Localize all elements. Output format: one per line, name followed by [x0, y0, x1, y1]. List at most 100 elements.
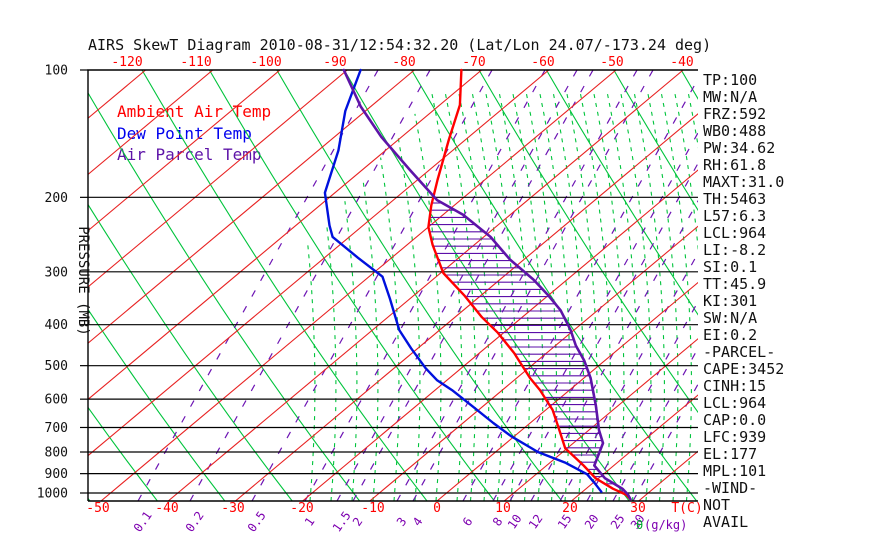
stat-row: RH:61.8: [703, 156, 767, 174]
chart-title: AIRS SkewT Diagram 2010-08-31/12:54:32.2…: [88, 36, 712, 54]
moist-adiabat-line: [687, 91, 698, 149]
stat-row: CINH:15: [703, 377, 767, 395]
isotherm-line: [302, 169, 698, 501]
mixing-ratio-label: 2: [350, 515, 366, 529]
legend-dew-point-temp: Dew Point Temp: [117, 123, 252, 143]
isotherm-line: [88, 70, 550, 457]
bottom-temp-label: -50: [86, 501, 109, 516]
moist-adiabat-line: [552, 91, 584, 501]
top-temp-label: -120: [111, 55, 142, 70]
mixing-ratio-line: [189, 70, 431, 501]
pressure-tick-label: 500: [45, 359, 68, 374]
mixing-ratio-line: [509, 162, 698, 501]
stat-row: KI:301: [703, 292, 758, 310]
mixing-ratio-label: 25: [608, 512, 628, 532]
mixing-ratio-label: 20: [582, 512, 602, 532]
dry-adiabat-line: [545, 70, 698, 316]
cape-hatch-region: [429, 202, 624, 492]
top-temp-label: -80: [392, 55, 415, 70]
dry-adiabat-line: [141, 70, 428, 501]
moist-adiabat-line: [633, 91, 665, 501]
moist-adiabat-line: [674, 91, 698, 253]
isotherm-line: [571, 394, 698, 501]
top-temp-label: -60: [531, 55, 554, 70]
stat-row: LI:-8.2: [703, 241, 767, 259]
top-temp-label: -70: [462, 55, 485, 70]
dry-adiabat-line: [613, 70, 698, 212]
stat-row: LCL:964: [703, 224, 767, 242]
moist-adiabat-line: [756, 92, 786, 501]
stat-row: EI:0.2: [703, 326, 758, 344]
bottom-temp-label: 10: [495, 501, 511, 516]
parcel-temp-curve: [342, 68, 632, 501]
dry-adiabat-line: [478, 70, 698, 414]
top-temp-label: -90: [323, 55, 346, 70]
mixing-ratio-unit-label: (g/kg): [644, 518, 687, 532]
moist-adiabat-line: [715, 92, 745, 501]
isotherm-line: [503, 338, 698, 501]
dry-adiabat-line: [680, 70, 698, 100]
stat-row: -WIND-: [703, 479, 758, 497]
moist-adiabat-line: [742, 92, 772, 501]
stat-row: MAXT:31.0: [703, 173, 785, 191]
mixing-ratio-label: 8: [490, 515, 506, 529]
stat-row: SI:0.1: [703, 258, 758, 276]
pressure-tick-label: 900: [45, 467, 68, 482]
pressure-axis-title: PRESSURE (MB): [75, 226, 91, 336]
moist-adiabat-line: [362, 179, 379, 501]
isotherm-line: [88, 70, 214, 176]
legend-ambient-air-temp: Ambient Air Temp: [117, 102, 272, 121]
pressure-tick-label: 600: [45, 393, 68, 408]
stat-row: MW:N/A: [703, 88, 758, 106]
pressure-tick-label: 1000: [37, 487, 68, 502]
top-temp-label: -50: [600, 55, 623, 70]
mixing-ratio-label: 12: [526, 512, 546, 532]
stat-row: TP:100: [703, 71, 758, 89]
stat-row: LCL:964: [703, 394, 767, 412]
dry-adiabat-line: [88, 308, 226, 501]
isotherm-line: [369, 225, 698, 501]
stat-row: TH:5463: [703, 190, 767, 208]
isotherm-line: [88, 70, 281, 232]
moist-adiabat-line: [729, 92, 759, 501]
stat-row: L57:6.3: [703, 207, 767, 225]
dry-adiabat-line: [276, 70, 563, 501]
bottom-temp-label: -20: [290, 501, 313, 516]
moist-adiabat-line: [606, 91, 638, 501]
isotherm-line: [235, 113, 698, 501]
moist-adiabat-line: [380, 157, 400, 501]
bottom-temp-label: -10: [361, 501, 384, 516]
dew-point-curve: [323, 68, 603, 493]
isotherm-line: [167, 70, 684, 501]
isotherm-line: [88, 70, 482, 401]
mixing-ratio-line: [336, 70, 578, 501]
mixing-ratio-label: 0.2: [183, 509, 207, 535]
dry-adiabat-line: [88, 203, 293, 501]
isotherm-line: [436, 281, 698, 501]
mixing-ratio-line: [412, 70, 654, 501]
moist-adiabat-line: [566, 91, 598, 501]
mixing-ratio-label: 10: [505, 512, 525, 532]
top-temp-label: -110: [180, 55, 211, 70]
stat-row: CAP:0.0: [703, 411, 767, 429]
pressure-tick-label: 200: [45, 191, 68, 206]
stat-row: SW:N/A: [703, 309, 758, 327]
pressure-tick-label: 400: [45, 318, 68, 333]
dry-adiabat-line: [88, 91, 361, 501]
mixing-ratio-label: 6: [460, 515, 476, 529]
legend-air-parcel-temp: Air Parcel Temp: [117, 145, 262, 164]
bottom-temp-label: -30: [221, 501, 244, 516]
mixing-ratio-label: 15: [555, 512, 575, 532]
isotherm-line: [88, 70, 146, 119]
moist-adiabat-line: [414, 113, 442, 501]
moist-adiabat-line: [307, 244, 316, 501]
dry-adiabat-line: [343, 70, 630, 501]
mixing-ratio-line: [530, 199, 698, 501]
stat-row: LFC:939: [703, 428, 767, 446]
mixing-ratio-line: [462, 77, 698, 501]
bottom-temp-label: 20: [562, 501, 578, 516]
moist-adiabat-line: [325, 222, 337, 501]
dry-adiabat-line: [88, 406, 158, 501]
chart-frame: [87, 69, 698, 502]
